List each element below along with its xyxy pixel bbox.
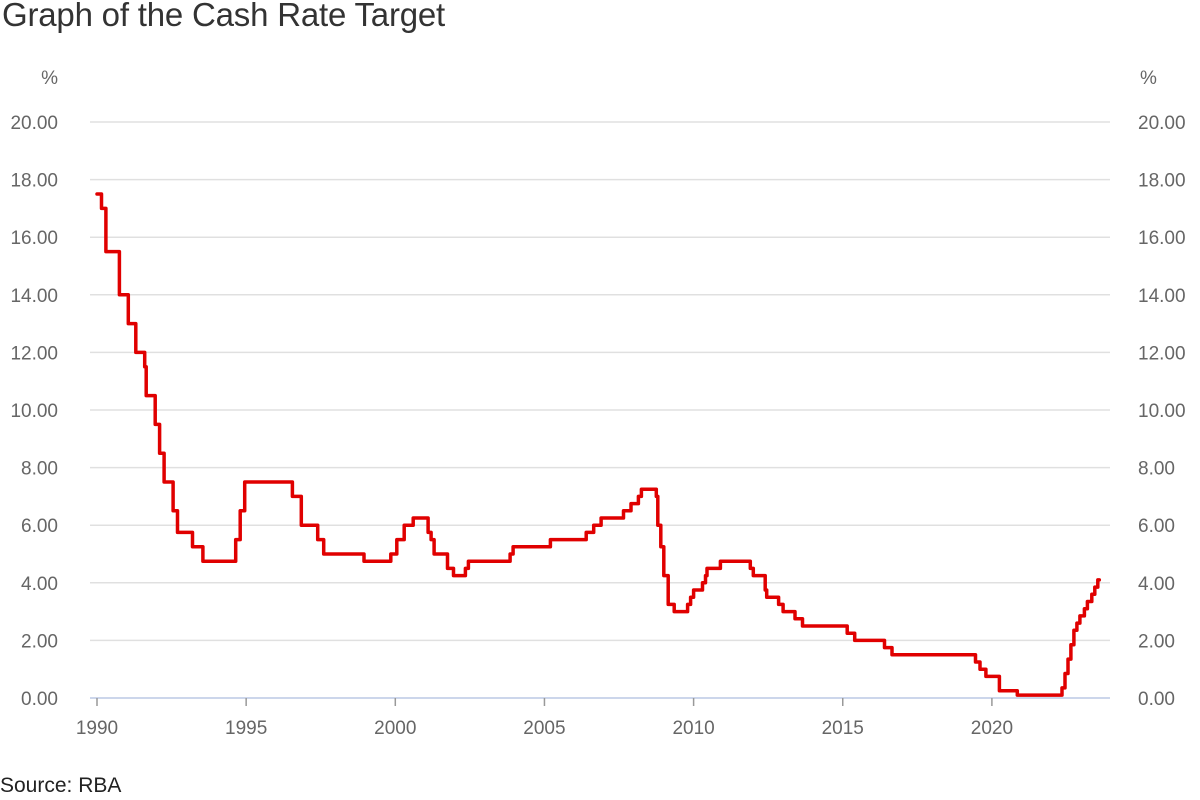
x-tick-label: 1995 xyxy=(225,718,267,739)
x-tick-label: 2000 xyxy=(374,718,416,739)
gridlines xyxy=(90,121,1110,699)
y-axis-left: 0.00 2.00 4.00 6.00 8.00 10.00 12.00 14.00 16.00… xyxy=(10,113,58,710)
y-tick-label-right: 0.00 xyxy=(1138,689,1175,710)
y-tick-label-right: 20.00 xyxy=(1138,113,1186,134)
y-axis-unit-left: % xyxy=(41,68,58,89)
x-tick-label: 1990 xyxy=(76,718,118,739)
y-tick-label-left: 6.00 xyxy=(21,516,58,537)
source-note: Source: RBA xyxy=(0,774,122,797)
x-tick-label: 2010 xyxy=(672,718,714,739)
y-tick-label-left: 12.00 xyxy=(10,343,58,364)
x-tick-label: 2015 xyxy=(822,718,864,739)
y-axis-right: 0.00 2.00 4.00 6.00 8.00 10.00 12.00 14.00 16.00… xyxy=(1138,113,1186,710)
y-tick-label-right: 14.00 xyxy=(1138,286,1186,307)
y-tick-label-right: 6.00 xyxy=(1138,516,1175,537)
y-tick-label-left: 4.00 xyxy=(21,574,58,595)
y-tick-label-left: 16.00 xyxy=(10,228,58,249)
x-tick-label: 2005 xyxy=(523,718,565,739)
y-tick-label-right: 8.00 xyxy=(1138,459,1175,480)
y-tick-label-right: 2.00 xyxy=(1138,631,1175,652)
y-tick-label-right: 12.00 xyxy=(1138,343,1186,364)
y-tick-label-left: 18.00 xyxy=(10,171,58,192)
y-tick-label-right: 16.00 xyxy=(1138,228,1186,249)
y-tick-label-left: 14.00 xyxy=(10,286,58,307)
y-tick-label-left: 8.00 xyxy=(21,459,58,480)
y-tick-label-left: 0.00 xyxy=(21,689,58,710)
cash-rate-line xyxy=(95,192,1102,697)
x-tick-label: 2020 xyxy=(971,718,1013,739)
y-tick-label-left: 2.00 xyxy=(21,631,58,652)
y-tick-label-right: 10.00 xyxy=(1138,401,1186,422)
chart-title: Graph of the Cash Rate Target xyxy=(2,0,446,33)
y-tick-label-left: 20.00 xyxy=(10,113,58,134)
y-tick-label-right: 18.00 xyxy=(1138,171,1186,192)
x-axis: 1990 1995 2000 2005 2010 2015 2020 xyxy=(76,698,1013,739)
y-axis-unit-right: % xyxy=(1140,68,1157,89)
y-tick-label-right: 4.00 xyxy=(1138,574,1175,595)
y-tick-label-left: 10.00 xyxy=(10,401,58,422)
